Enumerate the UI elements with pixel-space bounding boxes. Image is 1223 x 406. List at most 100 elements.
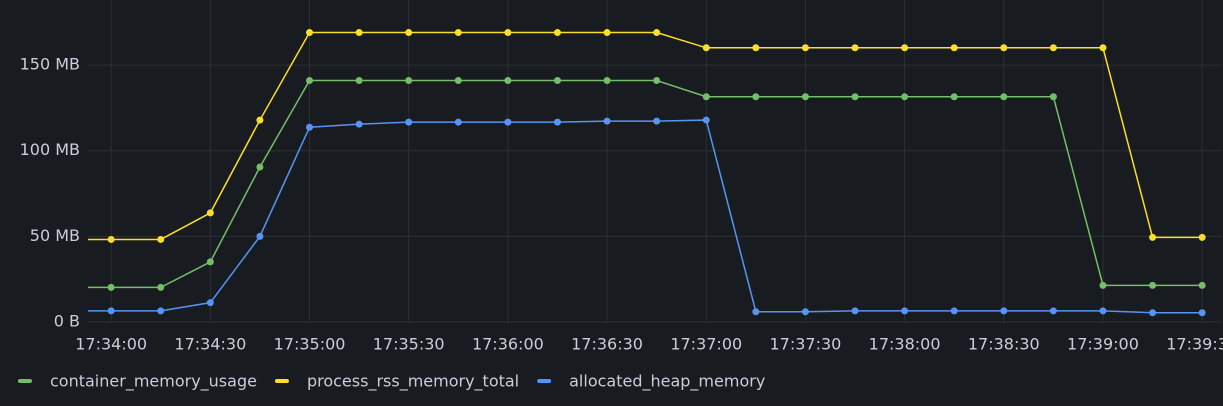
point — [405, 29, 413, 37]
point — [256, 163, 264, 171]
point — [157, 307, 165, 315]
point — [206, 299, 214, 307]
y-tick-label: 50 MB — [30, 226, 80, 245]
series-line — [88, 119, 1203, 314]
point — [1149, 281, 1157, 289]
x-tick-label: 17:39:00 — [1067, 335, 1139, 354]
plot — [58, 29, 1206, 317]
point — [801, 93, 809, 101]
x-tick-label: 17:36:00 — [472, 335, 544, 354]
point — [603, 77, 611, 84]
point — [107, 307, 115, 315]
series-line — [88, 79, 1203, 289]
point — [58, 284, 65, 291]
point — [206, 209, 214, 217]
point — [851, 307, 859, 315]
point — [752, 308, 760, 316]
point — [901, 307, 909, 315]
y-tick-label: 100 MB — [20, 140, 80, 159]
point — [306, 123, 314, 131]
point — [1049, 44, 1057, 52]
point — [1000, 44, 1008, 52]
y-tick-label: 150 MB — [20, 55, 80, 74]
point — [1049, 307, 1057, 315]
point — [901, 44, 909, 52]
point — [1099, 44, 1107, 52]
point — [653, 29, 661, 37]
point — [702, 116, 710, 124]
legend-swatch — [537, 379, 552, 383]
x-tick-label: 17:35:00 — [274, 335, 346, 354]
point — [752, 93, 760, 101]
point — [553, 29, 561, 37]
point — [752, 44, 760, 52]
x-tick-label: 17:38:00 — [869, 335, 941, 354]
point — [553, 118, 561, 126]
point — [950, 44, 958, 52]
point — [355, 29, 363, 37]
legend-swatch — [274, 379, 289, 383]
x-tick-label: 17:34:30 — [174, 335, 246, 354]
x-tick-label: 17:36:30 — [571, 335, 643, 354]
point — [355, 77, 363, 84]
point — [653, 77, 661, 84]
point — [405, 118, 413, 126]
x-tick-label: 17:38:30 — [968, 335, 1040, 354]
point — [256, 232, 264, 240]
point — [553, 77, 561, 84]
point — [950, 93, 958, 101]
point — [603, 117, 611, 125]
x-tick-label: 17:39:30 — [1166, 335, 1223, 354]
grid — [88, 0, 1222, 323]
point — [157, 235, 165, 243]
point — [107, 235, 115, 243]
point — [801, 44, 809, 52]
point — [157, 283, 165, 291]
point — [1198, 309, 1206, 317]
point — [901, 93, 909, 101]
point — [256, 116, 264, 124]
point — [504, 29, 512, 37]
legend-label: allocated_heap_memory — [569, 372, 765, 392]
point — [1198, 281, 1206, 289]
series-line — [88, 31, 1203, 241]
point — [702, 44, 710, 52]
point — [454, 118, 462, 126]
legend-swatch — [18, 379, 32, 383]
legend-label: process_rss_memory_total — [307, 372, 519, 392]
legend-label: container_memory_usage — [50, 372, 257, 392]
point — [107, 283, 115, 291]
point — [1000, 93, 1008, 101]
x-tick-label: 17:37:00 — [670, 335, 742, 354]
point — [653, 117, 661, 125]
point — [1149, 233, 1157, 241]
point — [851, 44, 859, 52]
x-tick-label: 17:37:30 — [769, 335, 841, 354]
point — [702, 93, 710, 101]
point — [355, 120, 363, 128]
point — [504, 77, 512, 84]
point — [504, 118, 512, 126]
point — [206, 258, 214, 266]
point — [851, 93, 859, 101]
x-tick-label: 17:35:30 — [373, 335, 445, 354]
point — [801, 308, 809, 316]
point — [603, 29, 611, 37]
point — [454, 29, 462, 37]
point — [1099, 281, 1107, 289]
point — [306, 29, 314, 37]
point — [1000, 307, 1008, 315]
point — [454, 77, 462, 84]
point — [1149, 309, 1157, 317]
point — [1049, 93, 1057, 101]
y-tick-label: 0 B — [54, 312, 80, 331]
point — [405, 77, 413, 84]
point — [306, 77, 314, 84]
point — [950, 307, 958, 315]
x-tick-label: 17:34:00 — [75, 335, 147, 354]
point — [1198, 233, 1206, 241]
point — [1099, 307, 1107, 315]
labels: 0 B 50 MB 100 MB 150 MB 17:34:00 17:34:30 17:3… — [18, 55, 1223, 392]
